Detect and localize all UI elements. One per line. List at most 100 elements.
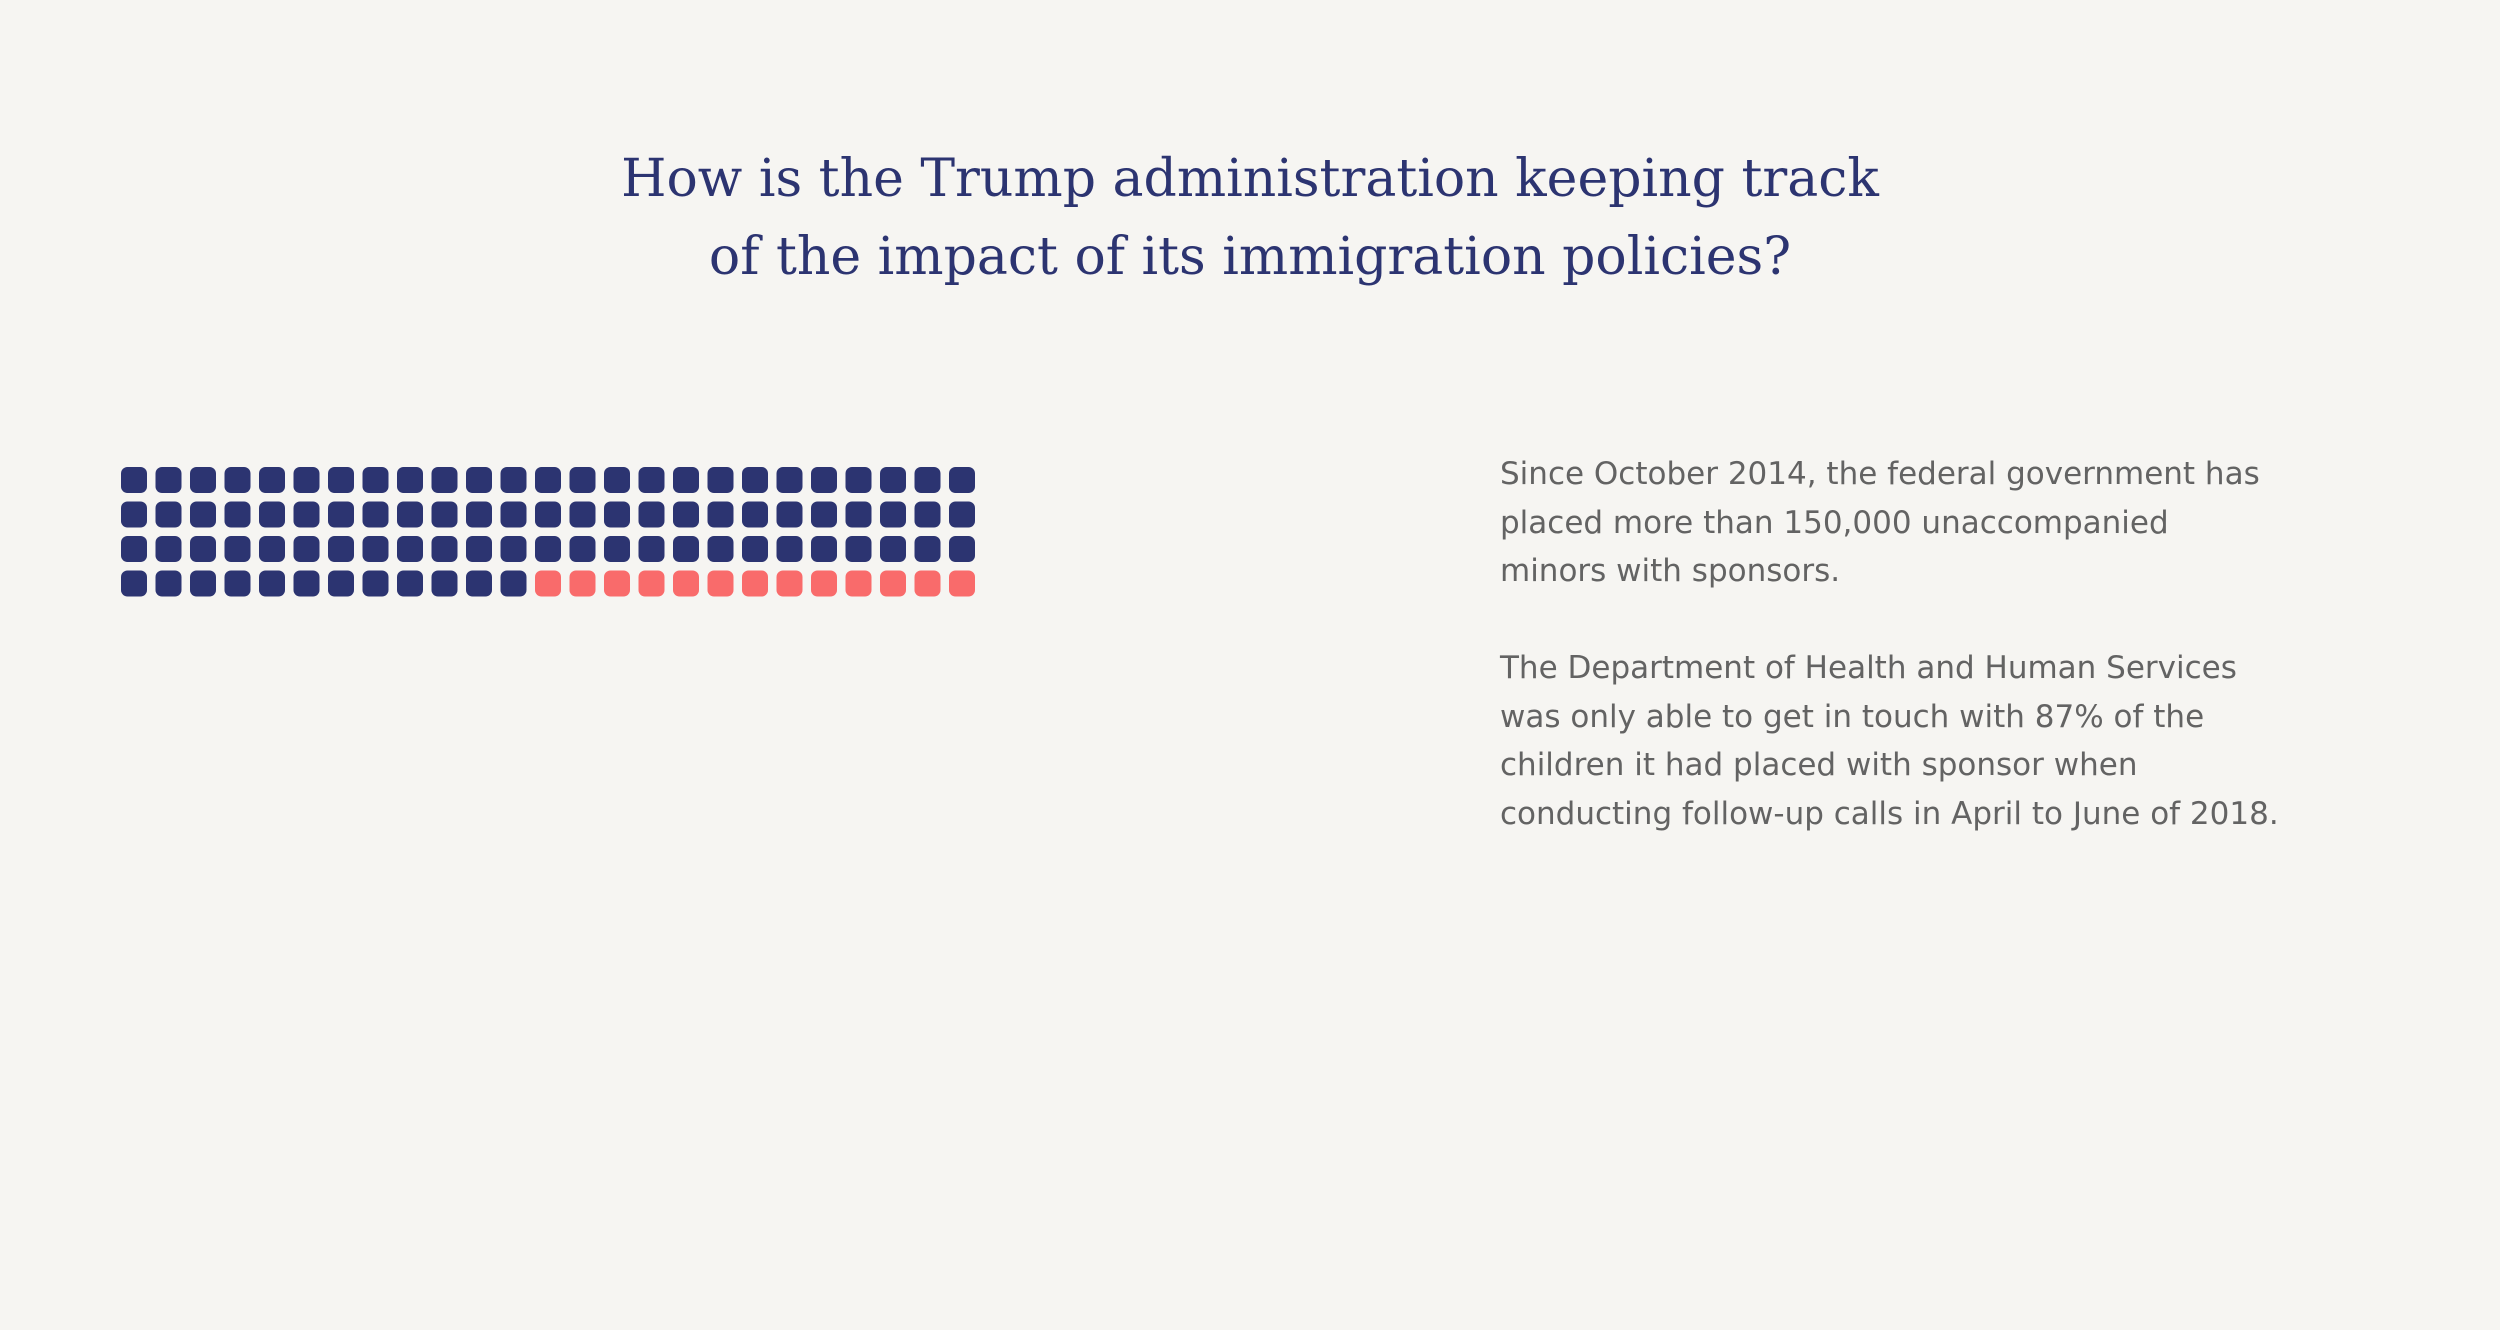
waffle-cell-reached xyxy=(811,501,837,528)
waffle-cell-reached xyxy=(155,536,182,562)
waffle-cell-reached xyxy=(638,501,665,528)
waffle-cell-reached xyxy=(535,536,561,562)
waffle-cell-reached xyxy=(121,536,147,562)
waffle-cell-not-reached xyxy=(638,570,665,597)
waffle-cell-not-reached xyxy=(535,570,561,597)
waffle-cell-reached xyxy=(845,501,872,528)
waffle-cell-not-reached xyxy=(569,570,596,597)
waffle-cell-reached xyxy=(155,570,182,597)
waffle-cell-reached xyxy=(673,536,699,562)
waffle-cell-reached xyxy=(949,501,975,528)
waffle-cell-reached xyxy=(880,536,906,562)
waffle-cell-not-reached xyxy=(914,570,941,597)
waffle-cell-reached xyxy=(500,501,527,528)
waffle-cell-not-reached xyxy=(845,570,872,597)
waffle-cell-reached xyxy=(466,467,492,493)
waffle-cell-reached xyxy=(535,501,561,528)
waffle-cell-reached xyxy=(190,501,216,528)
waffle-cell-reached xyxy=(604,536,630,562)
waffle-cell-reached xyxy=(397,467,423,493)
waffle-chart xyxy=(121,467,981,601)
waffle-cell-not-reached xyxy=(604,570,630,597)
waffle-cell-reached xyxy=(259,570,285,597)
waffle-cell-reached xyxy=(500,536,527,562)
waffle-cell-reached xyxy=(293,467,320,493)
waffle-cell-reached xyxy=(224,536,251,562)
waffle-cell-reached xyxy=(742,536,768,562)
waffle-cell-reached xyxy=(707,501,734,528)
waffle-cell-reached xyxy=(569,501,596,528)
page-title-line-2: of the impact of its immigration policie… xyxy=(708,227,1792,287)
waffle-cell-reached xyxy=(776,467,803,493)
waffle-cell-reached xyxy=(707,467,734,493)
waffle-cell-reached xyxy=(742,501,768,528)
waffle-cell-reached xyxy=(638,467,665,493)
waffle-cell-reached xyxy=(673,467,699,493)
waffle-cell-reached xyxy=(466,570,492,597)
waffle-cell-not-reached xyxy=(707,570,734,597)
waffle-cell-reached xyxy=(155,501,182,528)
waffle-cell-not-reached xyxy=(949,570,975,597)
waffle-cell-reached xyxy=(121,501,147,528)
waffle-cell-not-reached xyxy=(880,570,906,597)
waffle-cell-not-reached xyxy=(742,570,768,597)
waffle-cell-reached xyxy=(121,570,147,597)
waffle-cell-not-reached xyxy=(811,570,837,597)
waffle-cell-reached xyxy=(569,536,596,562)
waffle-cell-reached xyxy=(880,501,906,528)
waffle-cell-reached xyxy=(121,467,147,493)
waffle-cell-reached xyxy=(224,501,251,528)
waffle-cell-reached xyxy=(845,467,872,493)
page-title-line-1: How is the Trump administration keeping … xyxy=(621,149,1879,209)
waffle-cell-reached xyxy=(190,467,216,493)
waffle-cell-reached xyxy=(362,501,389,528)
waffle-cell-reached xyxy=(328,501,354,528)
waffle-cell-reached xyxy=(155,467,182,493)
waffle-cell-reached xyxy=(362,536,389,562)
waffle-cell-reached xyxy=(914,467,941,493)
waffle-cell-reached xyxy=(811,536,837,562)
waffle-cell-reached xyxy=(259,536,285,562)
waffle-cell-reached xyxy=(362,570,389,597)
waffle-cell-reached xyxy=(914,536,941,562)
waffle-cell-not-reached xyxy=(776,570,803,597)
waffle-cell-reached xyxy=(880,467,906,493)
waffle-cell-reached xyxy=(190,570,216,597)
waffle-cell-reached xyxy=(293,501,320,528)
waffle-cell-reached xyxy=(500,570,527,597)
waffle-cell-reached xyxy=(742,467,768,493)
page-title: How is the Trump administration keeping … xyxy=(0,140,2500,296)
waffle-cell-reached xyxy=(397,536,423,562)
waffle-cell-reached xyxy=(500,467,527,493)
description-paragraph-placements: Since October 2014, the federal governme… xyxy=(1500,456,2260,589)
waffle-cell-reached xyxy=(224,570,251,597)
waffle-cell-reached xyxy=(845,536,872,562)
waffle-cell-reached xyxy=(224,467,251,493)
waffle-cell-reached xyxy=(466,536,492,562)
waffle-cell-reached xyxy=(776,536,803,562)
waffle-cell-reached xyxy=(949,536,975,562)
waffle-cell-not-reached xyxy=(673,570,699,597)
waffle-cell-reached xyxy=(190,536,216,562)
description-panel: Since October 2014, the federal governme… xyxy=(1500,450,2280,887)
waffle-cell-reached xyxy=(811,467,837,493)
waffle-cell-reached xyxy=(397,501,423,528)
waffle-cell-reached xyxy=(535,467,561,493)
waffle-cell-reached xyxy=(638,536,665,562)
waffle-cell-reached xyxy=(776,501,803,528)
waffle-cell-reached xyxy=(914,501,941,528)
waffle-cell-reached xyxy=(431,501,458,528)
waffle-cell-reached xyxy=(328,536,354,562)
waffle-cell-reached xyxy=(328,467,354,493)
waffle-cell-reached xyxy=(397,570,423,597)
waffle-cell-reached xyxy=(293,536,320,562)
waffle-cell-reached xyxy=(604,501,630,528)
waffle-cell-reached xyxy=(431,536,458,562)
waffle-cell-reached xyxy=(431,570,458,597)
waffle-cell-reached xyxy=(293,570,320,597)
waffle-cell-reached xyxy=(259,501,285,528)
waffle-cell-reached xyxy=(259,467,285,493)
waffle-cell-reached xyxy=(673,501,699,528)
waffle-cell-reached xyxy=(466,501,492,528)
waffle-chart-svg xyxy=(121,467,975,597)
